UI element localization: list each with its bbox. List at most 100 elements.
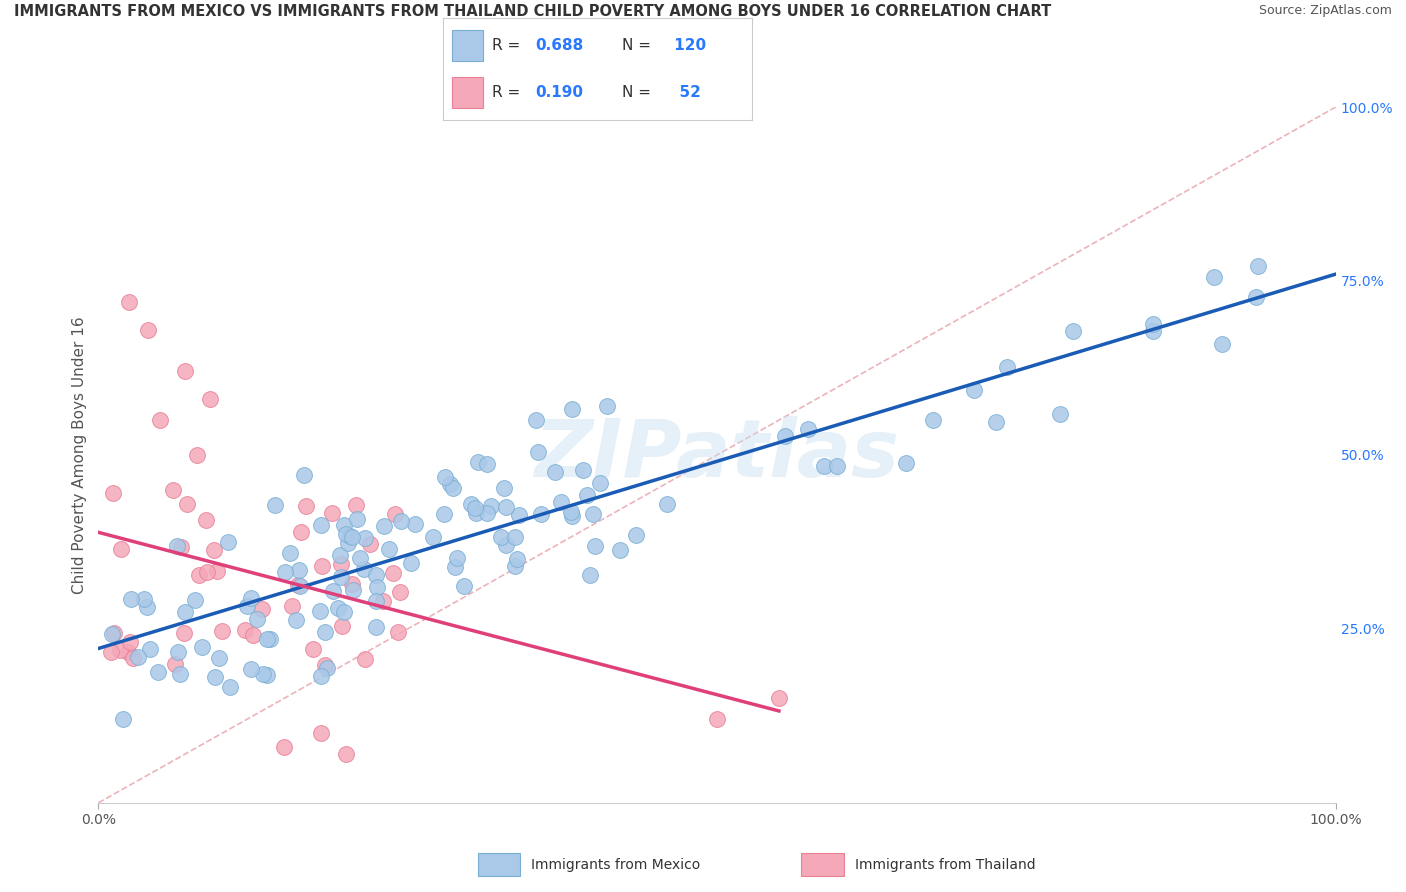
Y-axis label: Child Poverty Among Boys Under 16: Child Poverty Among Boys Under 16 (72, 316, 87, 594)
Point (122, 650, 145, 665)
Point (167, 645, 190, 659)
Point (280, 599, 302, 614)
Point (162, 483, 184, 497)
Point (422, 530, 444, 544)
Point (354, 652, 377, 666)
Point (582, 507, 605, 521)
Text: N =: N = (623, 38, 657, 53)
Point (349, 550, 371, 565)
Text: Immigrants from Mexico: Immigrants from Mexico (531, 858, 700, 871)
Text: R =: R = (492, 86, 526, 100)
Point (217, 535, 239, 549)
Point (1211, 336, 1233, 351)
Point (561, 402, 583, 417)
Point (118, 294, 141, 309)
Point (322, 583, 344, 598)
Point (609, 543, 631, 558)
Point (294, 499, 316, 513)
Point (364, 620, 387, 634)
Point (596, 399, 619, 413)
Point (205, 564, 228, 578)
Point (1247, 259, 1270, 273)
Point (589, 475, 612, 490)
Point (655, 497, 678, 511)
Point (100, 645, 122, 659)
Point (335, 527, 357, 541)
Point (170, 540, 193, 554)
Point (560, 505, 582, 519)
Point (1244, 290, 1267, 304)
Point (495, 500, 517, 514)
Point (188, 567, 211, 582)
Point (1062, 324, 1084, 338)
Point (314, 624, 336, 639)
Point (441, 481, 464, 495)
Point (136, 323, 159, 337)
Point (433, 470, 456, 484)
Point (995, 359, 1018, 374)
Point (211, 624, 233, 639)
Point (335, 747, 357, 761)
Point (373, 518, 395, 533)
Point (495, 538, 517, 552)
Point (433, 507, 456, 521)
Point (337, 536, 360, 550)
Point (292, 468, 315, 483)
Point (166, 539, 188, 553)
Point (475, 506, 498, 520)
Text: Immigrants from Thailand: Immigrants from Thailand (855, 858, 1035, 871)
Point (246, 612, 269, 626)
Point (321, 506, 343, 520)
Point (384, 507, 406, 521)
Point (198, 392, 221, 407)
Point (359, 537, 381, 551)
Point (342, 583, 364, 598)
Point (813, 459, 835, 474)
Point (256, 632, 278, 646)
Point (572, 463, 595, 477)
Point (344, 498, 367, 512)
Point (194, 513, 217, 527)
Point (467, 455, 489, 469)
Point (301, 642, 323, 657)
Point (117, 645, 139, 659)
Point (986, 415, 1008, 429)
Point (453, 579, 475, 593)
Point (481, 500, 503, 514)
Text: ZIPatlas: ZIPatlas (534, 416, 900, 494)
Point (401, 556, 423, 570)
Point (576, 487, 599, 501)
Point (256, 668, 278, 682)
Point (366, 568, 388, 582)
Point (235, 623, 257, 637)
Point (353, 562, 375, 576)
Point (579, 568, 602, 582)
Point (100, 627, 122, 641)
FancyBboxPatch shape (453, 30, 484, 61)
Point (503, 530, 526, 544)
Text: 120: 120 (669, 38, 706, 53)
Point (1049, 407, 1071, 421)
Point (103, 626, 125, 640)
Point (922, 413, 945, 427)
Point (439, 476, 461, 491)
Point (388, 584, 411, 599)
Point (585, 539, 607, 553)
Point (127, 649, 149, 664)
Point (311, 558, 333, 573)
Point (309, 604, 332, 618)
Point (489, 530, 512, 544)
Point (624, 527, 647, 541)
Point (354, 531, 377, 545)
Point (326, 601, 349, 615)
Point (138, 642, 160, 657)
Point (273, 740, 295, 755)
Point (381, 566, 404, 580)
Point (444, 559, 467, 574)
Point (112, 712, 135, 726)
Point (894, 456, 917, 470)
Point (146, 665, 169, 679)
Point (309, 518, 332, 533)
Point (176, 497, 198, 511)
Point (387, 624, 409, 639)
